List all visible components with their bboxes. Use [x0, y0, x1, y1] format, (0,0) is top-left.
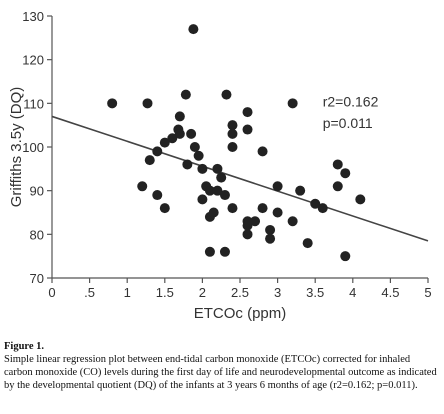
data-point	[257, 146, 268, 157]
data-point	[355, 194, 366, 205]
y-tick-label: 90	[30, 184, 44, 199]
data-point	[221, 89, 232, 100]
data-point	[212, 185, 223, 196]
data-point	[174, 111, 185, 122]
data-points	[107, 24, 366, 262]
data-point	[152, 190, 163, 201]
x-tick-label: 1.5	[156, 285, 174, 300]
x-tick-label: 3.5	[306, 285, 324, 300]
x-tick-label: 1	[124, 285, 131, 300]
data-point	[317, 203, 328, 214]
data-point	[152, 146, 163, 157]
data-point	[216, 172, 227, 183]
data-point	[265, 233, 276, 244]
data-point	[189, 142, 200, 152]
data-point	[227, 120, 238, 131]
data-point	[265, 224, 276, 235]
data-point	[242, 107, 253, 118]
data-point	[272, 181, 283, 192]
y-tick-label: 120	[22, 53, 44, 68]
annotation-r2: r2=0.162	[323, 93, 379, 109]
y-tick-label: 110	[23, 96, 44, 111]
axes	[51, 16, 428, 279]
data-point	[167, 133, 178, 144]
data-point	[250, 216, 261, 227]
x-tick-label: 5	[424, 285, 431, 300]
y-axis-title: Griffiths 3.5y (DQ)	[8, 87, 25, 208]
data-point	[219, 190, 230, 201]
data-point	[107, 98, 118, 109]
scatter-chart: 0 .5 1 1.5 2 2.5 3 3.5 4 4.5 5 70 80 90 100 110 120 130 r…	[8, 9, 432, 322]
data-point	[340, 251, 351, 262]
data-point	[302, 238, 313, 249]
x-tick-label: 3	[274, 285, 281, 300]
x-tick-label: 2.5	[231, 285, 249, 300]
data-point	[186, 128, 197, 139]
caption-text: Simple linear regression plot between en…	[4, 354, 437, 391]
x-tick-label: 2	[199, 285, 206, 300]
data-point	[188, 24, 199, 35]
caption-label: Figure 1.	[4, 341, 45, 352]
annotation-p-value: p=0.011	[323, 115, 373, 131]
data-point	[174, 128, 185, 139]
x-tick-label: 0	[48, 285, 55, 300]
data-point	[242, 220, 253, 231]
data-point	[182, 159, 193, 170]
data-point	[340, 168, 351, 179]
ticks: 0 .5 1 1.5 2 2.5 3 3.5 4 4.5 5 70 80 90 100 110 120 130	[22, 9, 431, 300]
data-point	[332, 159, 343, 170]
data-point	[204, 185, 215, 196]
data-point	[159, 203, 170, 214]
x-axis-title: ETCOc (ppm)	[194, 305, 287, 322]
data-point	[272, 207, 283, 218]
data-point	[227, 142, 238, 152]
y-tick-label: 70	[30, 271, 44, 286]
x-tick-label: 4	[349, 285, 356, 300]
y-tick-label: 130	[22, 9, 44, 24]
data-point	[295, 185, 306, 196]
x-tick-label: 4.5	[381, 285, 399, 300]
data-point	[242, 124, 253, 135]
data-point	[242, 229, 253, 240]
data-point	[287, 216, 298, 227]
x-tick-label: .5	[84, 285, 95, 300]
data-point	[180, 89, 191, 100]
figure-caption: Figure 1. Simple linear regression plot …	[4, 340, 440, 392]
data-point	[137, 181, 148, 192]
data-point	[257, 203, 268, 214]
data-point	[197, 194, 208, 205]
regression-line	[51, 115, 429, 242]
data-point	[332, 181, 343, 192]
data-point	[193, 150, 204, 161]
data-point	[310, 198, 321, 209]
data-point	[227, 203, 238, 214]
data-point	[197, 163, 208, 174]
data-point	[208, 207, 219, 218]
data-point	[142, 98, 153, 109]
data-point	[227, 128, 238, 139]
data-point	[159, 137, 170, 148]
y-tick-label: 80	[30, 227, 44, 242]
data-point	[219, 246, 230, 257]
data-point	[204, 246, 215, 257]
y-tick-label: 100	[22, 140, 44, 155]
data-point	[287, 98, 298, 109]
data-point	[212, 163, 223, 174]
data-point	[144, 155, 155, 166]
